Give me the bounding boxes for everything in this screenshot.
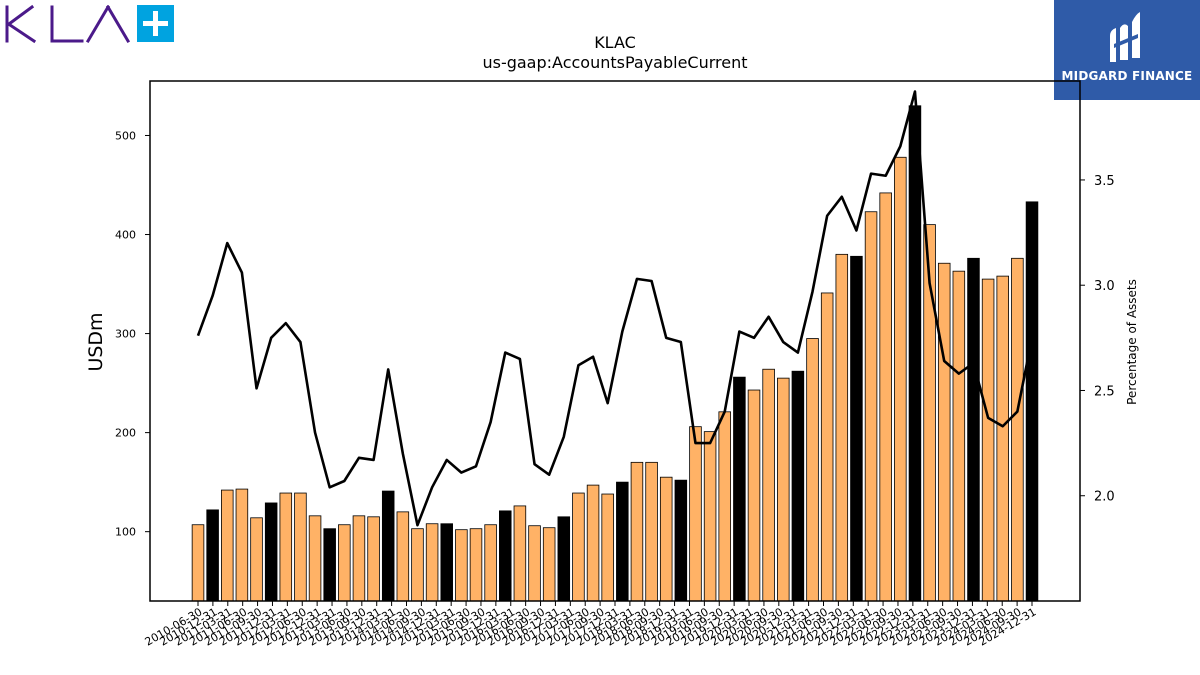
bar: [279, 492, 293, 602]
bar: [806, 338, 819, 602]
bar: [264, 502, 278, 602]
bar: [908, 105, 922, 602]
bar: [1025, 201, 1039, 602]
bar: [513, 505, 527, 602]
bar: [981, 278, 995, 602]
line-group: [196, 90, 1034, 527]
series-line: [196, 90, 1034, 527]
kla-logo-mark: [5, 4, 174, 44]
bar: [894, 156, 907, 602]
y2-tick-label: 3.0: [1094, 279, 1115, 294]
y2-axis-label: Percentage of Assets: [1125, 279, 1139, 405]
bar: [294, 492, 307, 602]
bar: [469, 528, 483, 602]
bar: [206, 509, 219, 602]
y2-tick-label: 2.0: [1094, 490, 1115, 505]
bar: [367, 516, 380, 602]
bar: [542, 527, 556, 602]
bar: [572, 492, 585, 602]
bar: [630, 461, 644, 602]
kla-logo: [4, 4, 179, 50]
midgard-logo-text: MIDGARD FINANCE: [1061, 69, 1193, 83]
bar: [879, 192, 892, 602]
bar: [308, 515, 322, 602]
bar: [586, 484, 600, 602]
bar: [659, 476, 673, 602]
bar: [777, 377, 790, 602]
bar: [967, 257, 980, 602]
bar: [221, 489, 234, 602]
bar: [352, 515, 366, 602]
bar: [425, 523, 439, 602]
bar: [616, 481, 629, 602]
bar: [557, 516, 571, 602]
bar: [703, 431, 717, 602]
bar: [528, 525, 541, 602]
bar: [323, 528, 336, 602]
y2-tick-label: 2.5: [1094, 384, 1115, 399]
y-tick-label: 300: [115, 328, 136, 341]
bar: [455, 529, 468, 602]
midgard-logo-mark: [1110, 12, 1140, 62]
bars-group: [191, 105, 1039, 602]
y-tick-label: 200: [115, 427, 136, 440]
bar: [937, 262, 951, 602]
bar: [396, 511, 410, 602]
midgard-finance-logo: MIDGARD FINANCE: [1054, 0, 1200, 100]
bar: [762, 368, 775, 602]
bar: [440, 523, 453, 602]
y2-tick-label: 3.5: [1094, 174, 1115, 189]
bar: [499, 510, 512, 602]
bar: [864, 211, 878, 602]
bar: [601, 493, 614, 602]
bar: [820, 292, 834, 602]
bar: [411, 528, 424, 602]
bar: [850, 255, 863, 602]
bar: [747, 389, 761, 602]
bar: [835, 253, 849, 602]
y-tick-label: 100: [115, 526, 136, 539]
bar: [791, 370, 805, 602]
bar: [733, 376, 746, 602]
bar: [338, 524, 351, 602]
bar: [235, 488, 249, 602]
y-tick-label: 400: [115, 229, 136, 242]
y-tick-label: 500: [115, 129, 136, 142]
bar: [718, 411, 731, 602]
axes-group: 1002003004005002.02.53.03.52010-06-30201…: [115, 80, 1115, 649]
bar: [250, 517, 263, 602]
bar: [381, 490, 395, 602]
chart-title: KLAC: [594, 33, 636, 52]
bar: [689, 426, 702, 602]
bar: [191, 524, 205, 602]
bar: [645, 461, 658, 602]
bar: [996, 275, 1009, 602]
y-axis-label: USDm: [85, 312, 107, 371]
chart-subtitle: us-gaap:AccountsPayableCurrent: [482, 53, 747, 72]
bar: [1011, 257, 1024, 602]
bar: [674, 479, 688, 602]
bar: [952, 270, 966, 602]
bar: [484, 524, 497, 602]
